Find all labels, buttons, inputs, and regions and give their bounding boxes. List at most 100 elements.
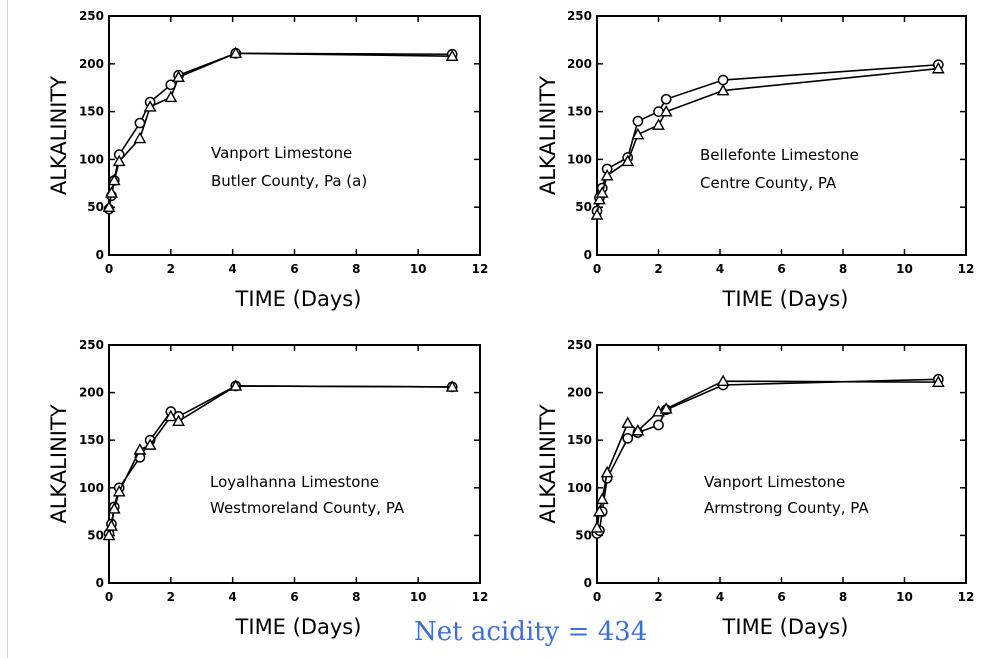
data-point-triangle <box>595 492 609 505</box>
x-tick-label: 4 <box>716 590 724 604</box>
data-point-triangle <box>590 521 604 533</box>
y-tick-label: 0 <box>96 248 104 262</box>
x-tick-label: 6 <box>290 590 298 604</box>
left-border <box>7 0 8 658</box>
x-axis-label: TIME (Days) <box>722 615 849 639</box>
data-point-triangle <box>931 61 945 74</box>
data-point-triangle <box>716 83 730 96</box>
data-point-circle <box>653 419 664 431</box>
y-tick-label: 0 <box>584 576 592 590</box>
data-point-triangle <box>931 375 945 387</box>
x-axis-label: TIME (Days) <box>235 615 362 639</box>
panel-annotation-line: Loyalhanna Limestone <box>210 473 379 491</box>
data-point-triangle <box>143 438 157 450</box>
panel-annotation-line: Vanport Limestone <box>704 473 845 491</box>
data-point-triangle <box>105 519 118 531</box>
y-tick-label: 150 <box>567 105 592 119</box>
plot-frame <box>108 344 481 584</box>
data-point-triangle <box>621 416 635 428</box>
data-point-circle <box>717 74 729 86</box>
data-point-triangle <box>172 70 185 83</box>
x-tick-label: 2 <box>654 262 662 276</box>
x-tick-label: 8 <box>839 262 847 276</box>
x-axis-label: TIME (Days) <box>722 287 849 311</box>
data-point-triangle <box>133 443 147 455</box>
x-tick-label: 0 <box>105 262 113 276</box>
y-tick-label: 200 <box>567 386 592 400</box>
y-tick-label: 150 <box>79 433 104 447</box>
y-axis-label: ALKALINITY <box>47 76 71 195</box>
x-tick-label: 4 <box>228 590 236 604</box>
y-tick-label: 150 <box>567 433 592 447</box>
panel-annotation-line: Bellefonte Limestone <box>700 146 859 164</box>
y-tick-label: 0 <box>96 576 104 590</box>
y-tick-label: 200 <box>567 57 592 71</box>
data-point-circle <box>632 115 644 127</box>
data-point-triangle <box>107 502 121 514</box>
chart-panel-1: 0 2 4 6 8 10 12 0 50 100 150 200 250 TIME (Days) ALKAL… <box>47 9 488 311</box>
y-tick-label: 250 <box>79 9 104 23</box>
data-point-triangle <box>102 528 116 541</box>
panel-annotation-line: Armstrong County, PA <box>704 499 869 517</box>
data-point-triangle <box>716 374 730 387</box>
data-point-triangle <box>595 186 609 198</box>
series-line-triangle <box>108 52 453 208</box>
x-tick-label: 2 <box>654 590 662 604</box>
x-tick-label: 12 <box>472 262 489 276</box>
y-tick-label: 100 <box>79 481 104 495</box>
series-line-triangle <box>108 385 453 536</box>
x-tick-label: 12 <box>958 262 975 276</box>
data-point-circle <box>622 432 634 444</box>
x-tick-label: 10 <box>410 262 427 276</box>
x-axis-label: TIME (Days) <box>235 287 362 311</box>
chart-panel-4: 0 2 4 6 8 10 12 0 50 100 150 200 250 TIME (Days) ALKAL… <box>536 338 974 639</box>
x-tick-label: 6 <box>290 262 298 276</box>
data-point-triangle <box>107 173 121 186</box>
data-point-triangle <box>621 154 635 167</box>
data-point-triangle <box>600 169 614 181</box>
data-point-triangle <box>600 465 614 478</box>
data-point-triangle <box>112 484 126 497</box>
y-tick-label: 50 <box>575 528 592 542</box>
data-point-circle <box>660 93 672 105</box>
data-point-triangle <box>229 379 243 391</box>
x-tick-label: 0 <box>593 262 601 276</box>
panel-annotation-line: Centre County, PA <box>700 174 837 192</box>
y-tick-label: 100 <box>79 152 104 166</box>
y-tick-label: 100 <box>567 152 592 166</box>
data-point-triangle <box>133 131 147 144</box>
y-tick-label: 50 <box>575 200 592 214</box>
chart-panel-3: 0 2 4 6 8 10 12 0 50 100 150 200 250 TIME (Days) ALKAL… <box>47 338 488 639</box>
y-tick-label: 250 <box>567 9 592 23</box>
y-tick-label: 50 <box>87 200 104 214</box>
panel-annotation-line: Westmoreland County, PA <box>210 499 405 517</box>
y-tick-label: 0 <box>584 248 592 262</box>
series-line-triangle <box>596 67 939 215</box>
data-point-triangle <box>229 46 243 59</box>
y-tick-label: 250 <box>79 338 104 352</box>
y-tick-label: 200 <box>79 57 104 71</box>
x-tick-label: 8 <box>352 262 360 276</box>
x-tick-label: 0 <box>593 590 601 604</box>
y-axis-label: ALKALINITY <box>536 76 560 195</box>
chart-panel-2: 0 2 4 6 8 10 12 0 50 100 150 200 250 TIME (Days) ALKAL… <box>536 9 974 311</box>
data-point-triangle <box>164 409 178 422</box>
net-acidity-caption: Net acidity = 434 <box>414 617 648 647</box>
x-tick-label: 4 <box>228 262 236 276</box>
y-tick-label: 50 <box>87 528 104 542</box>
data-point-triangle <box>172 414 185 427</box>
y-tick-label: 100 <box>567 481 592 495</box>
x-tick-label: 10 <box>896 262 913 276</box>
data-point-triangle <box>590 208 604 220</box>
y-tick-label: 200 <box>79 386 104 400</box>
data-point-triangle <box>445 49 459 62</box>
plot-frame <box>596 15 967 256</box>
y-axis-label: ALKALINITY <box>47 404 71 523</box>
x-tick-label: 8 <box>352 590 360 604</box>
data-point-triangle <box>593 504 606 517</box>
data-point-triangle <box>102 200 116 213</box>
data-point-triangle <box>143 100 157 112</box>
data-point-triangle <box>164 90 178 103</box>
data-point-triangle <box>445 380 459 392</box>
